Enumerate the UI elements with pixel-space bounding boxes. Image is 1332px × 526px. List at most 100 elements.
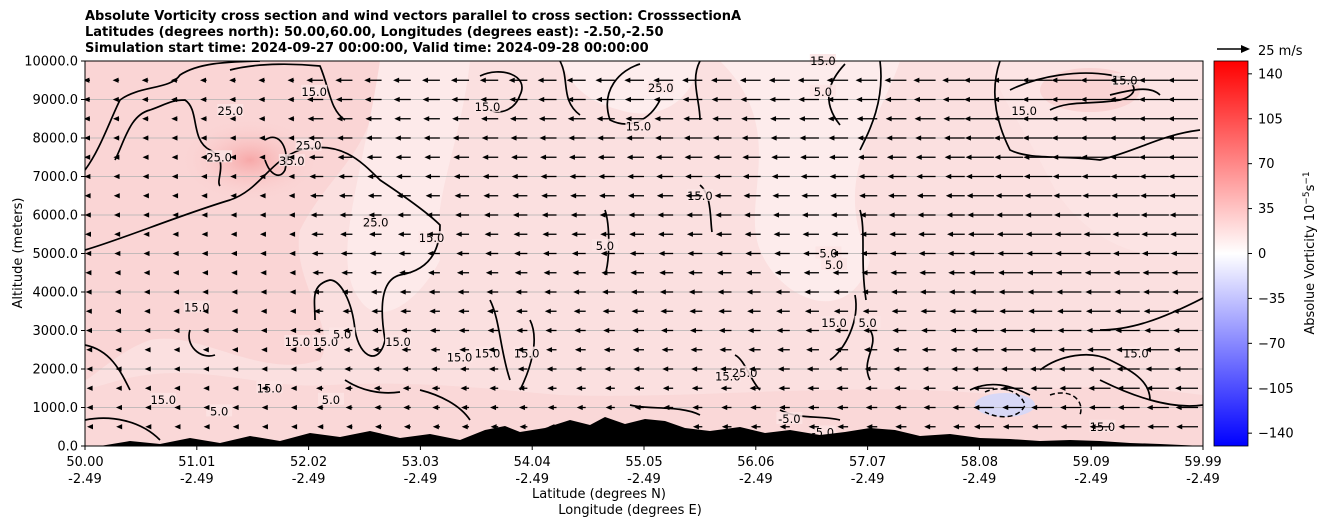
wind-vector-head — [144, 366, 151, 372]
wind-vector-head — [571, 250, 578, 257]
wind-vector-head — [540, 154, 547, 160]
wind-vector-head — [1114, 308, 1121, 314]
wind-vector-head — [993, 135, 1000, 141]
wind-vector-head — [457, 289, 464, 295]
wind-vector-head — [1168, 77, 1174, 83]
wind-vector-head — [1025, 212, 1032, 218]
wind-vector-head — [889, 231, 896, 237]
wind-vector-head — [423, 135, 430, 141]
wind-vector-head — [864, 366, 871, 372]
wind-vector-head — [712, 116, 719, 122]
wind-vector-head — [337, 135, 344, 141]
wind-vector-head — [663, 404, 670, 411]
wind-vector-head — [1056, 289, 1063, 295]
wind-vector-head — [715, 212, 722, 218]
wind-vector-head — [945, 193, 952, 199]
wind-vector-head — [835, 366, 842, 372]
wind-vector-head — [685, 173, 692, 180]
wind-vector-head — [1023, 173, 1030, 180]
wind-vector-head — [689, 308, 696, 314]
wind-vector-head — [859, 193, 866, 199]
wind-vector-head — [422, 96, 429, 103]
wind-vector-head — [230, 212, 237, 218]
wind-vector-head — [290, 404, 297, 411]
wind-vector-head — [482, 173, 489, 180]
colorbar-ticks: 140 105 70 35 0 −35 −70 −105 −140 — [1248, 67, 1294, 442]
wind-vector-head — [749, 385, 756, 391]
wind-vector-head — [423, 116, 430, 122]
wind-vector-head — [85, 96, 90, 103]
wind-vector-head — [915, 135, 922, 141]
wind-vector-head — [453, 173, 460, 180]
wind-vector-head — [113, 154, 120, 160]
contour-label-background — [385, 335, 412, 348]
wind-vector-head — [458, 327, 465, 334]
wind-vector-head — [543, 250, 550, 257]
wind-vector-head — [807, 385, 814, 391]
wind-vector-head — [630, 270, 637, 276]
wind-vector-head — [1052, 154, 1059, 160]
wind-vector-head — [1051, 116, 1058, 122]
wind-vector-head — [308, 135, 315, 141]
wind-vector-head — [797, 77, 804, 83]
colorbar-tick-label: 105 — [1258, 112, 1283, 127]
wind-vector-head — [367, 193, 374, 199]
wind-vector-head — [1170, 250, 1177, 257]
wind-vector-head — [968, 250, 975, 257]
wind-vector-head — [518, 404, 525, 411]
wind-vector-head — [203, 366, 210, 372]
wind-vector-head — [801, 212, 808, 218]
wind-vector-head — [1109, 116, 1116, 122]
wind-vector-head — [950, 327, 957, 334]
wind-vector-head — [949, 308, 956, 314]
wind-vector-head — [655, 154, 662, 160]
wind-vector-head — [656, 173, 663, 180]
wind-vector-head — [1054, 231, 1061, 237]
wind-vector-head — [1172, 308, 1179, 314]
wind-vector-head — [741, 116, 748, 122]
wind-vector-head — [454, 193, 461, 199]
x-axis-title-latitude: Latitude (degrees N) — [532, 487, 666, 502]
wind-vector-head — [172, 250, 179, 257]
wind-vector-head — [1026, 250, 1033, 257]
wind-vector-head — [291, 424, 298, 430]
colorbar-tick-label: 0 — [1258, 247, 1266, 262]
wind-vector-head — [572, 270, 579, 276]
contour-label-background — [295, 138, 322, 151]
wind-vector-head — [485, 270, 492, 276]
wind-vector-head — [832, 250, 839, 257]
wind-vector-head — [859, 212, 866, 218]
wind-vector-head — [114, 250, 121, 257]
colorbar-label-main: Absolue Vorticity 10 — [1303, 205, 1318, 335]
wind-vector-head — [1085, 308, 1092, 314]
wind-vector-head — [203, 404, 210, 411]
wind-vector-head — [369, 250, 376, 257]
wind-vector-head — [547, 404, 554, 411]
wind-vector-head — [403, 404, 410, 411]
wind-vector-head — [856, 96, 863, 103]
wind-vector-head — [85, 308, 92, 314]
wind-vector-head — [924, 424, 931, 430]
wind-vector-head — [85, 250, 92, 257]
wind-vector-head — [512, 212, 519, 218]
wind-vector-head — [658, 231, 665, 237]
wind-vector-head — [634, 404, 641, 411]
wind-vector-head — [173, 347, 180, 353]
wind-vector-head — [426, 231, 433, 237]
chart-title-line-2: Latitudes (degrees north): 50.00,60.00, … — [85, 25, 664, 40]
wind-vector-head — [373, 366, 380, 372]
wind-vector-head — [1111, 193, 1118, 199]
wind-vector-head — [629, 250, 636, 257]
wind-vector-head — [289, 270, 296, 276]
wind-vector-head — [509, 116, 516, 122]
wind-vector-head — [998, 270, 1005, 276]
wind-vector-head — [144, 347, 151, 353]
wind-vector-head — [546, 347, 553, 353]
wind-vector-head — [202, 347, 209, 353]
wind-vector-head — [1109, 77, 1116, 83]
wind-vector-head — [258, 116, 265, 122]
wind-vector-head — [232, 385, 239, 391]
wind-vector-head — [374, 404, 381, 411]
wind-vector-head — [112, 77, 119, 83]
wind-vector-head — [920, 308, 927, 314]
